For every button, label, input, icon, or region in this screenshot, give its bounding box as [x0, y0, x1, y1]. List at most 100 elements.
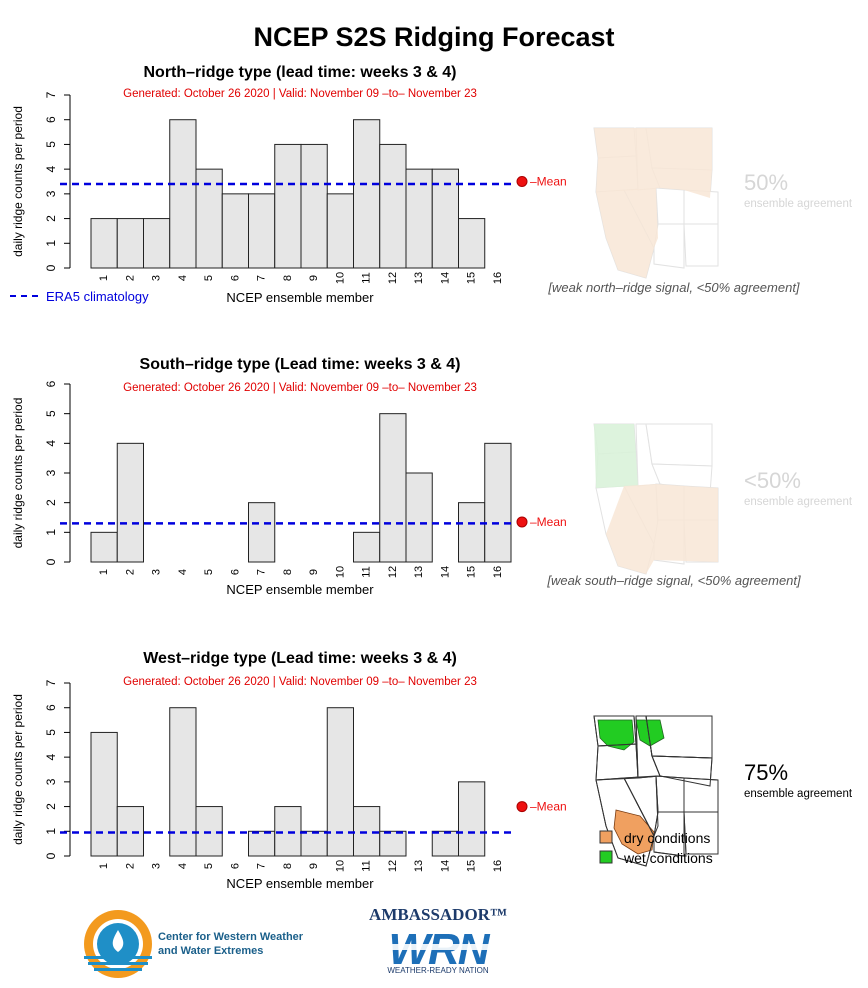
y-tick-label: 1: [44, 828, 58, 835]
bar-member-14: [431, 830, 459, 857]
cw3e-name-line2: and Water Extremes: [158, 945, 263, 957]
y-tick-label: 3: [44, 190, 58, 197]
page-title: NCEP S2S Ridging Forecast: [253, 22, 614, 52]
x-tick-label: 14: [439, 860, 451, 872]
western-us-map: [593, 423, 719, 575]
y-tick-label: 6: [44, 116, 58, 123]
water-drop-icon: [112, 930, 124, 952]
x-tick-label: 3: [151, 569, 163, 575]
x-tick-label: 16: [492, 272, 504, 284]
bar-member-2: [116, 806, 144, 857]
state-outline: [683, 777, 719, 813]
bar-member-12: [379, 143, 407, 269]
state-outline-overlay: [651, 755, 713, 787]
bar-member-7: [248, 502, 276, 563]
x-tick-label: 15: [466, 566, 478, 578]
x-tick-label: 11: [361, 272, 373, 283]
chart-panel-3: West–ridge type (Lead time: weeks 3 & 4)…: [11, 650, 853, 891]
y-axis-label: daily ridge counts per period: [11, 694, 25, 845]
x-tick-label: 8: [282, 275, 294, 281]
x-tick-label: 1: [98, 569, 110, 575]
dry-region-southern-california: [613, 809, 655, 855]
agreement-percent: 75%: [744, 760, 788, 785]
bar-member-2: [116, 442, 144, 563]
bar-member-11: [353, 531, 381, 563]
state-outline-overlay: [653, 811, 685, 857]
bar-member-15: [458, 218, 486, 269]
mean-label: –Mean: [530, 800, 567, 814]
chart-panel-2: South–ridge type (Lead time: weeks 3 & 4…: [11, 356, 853, 597]
x-tick-label: 11: [361, 566, 373, 577]
x-tick-label: 13: [413, 272, 425, 284]
signal-note: [weak north–ridge signal, <50% agreement…: [547, 280, 800, 295]
bar-member-11: [353, 119, 381, 269]
y-tick-label: 4: [44, 165, 58, 172]
x-tick-label: 6: [229, 863, 241, 869]
era5-legend: ERA5 climatology: [10, 289, 149, 304]
dry-swatch: [599, 830, 613, 844]
x-tick-label: 14: [439, 272, 451, 284]
x-tick-label: 6: [229, 569, 241, 575]
wet-label: wet conditions: [623, 850, 713, 866]
x-tick-label: 2: [124, 275, 136, 281]
y-tick-label: 6: [44, 704, 58, 711]
x-tick-label: 4: [177, 275, 189, 281]
x-tick-label: 5: [203, 569, 215, 575]
bar-member-4: [169, 119, 197, 269]
x-tick-label: 12: [387, 860, 399, 872]
bar-member-15: [458, 502, 486, 563]
chart-panels: North–ridge type (lead time: weeks 3 & 4…: [11, 64, 853, 891]
bar-member-1: [90, 531, 118, 563]
x-tick-label: 15: [466, 272, 478, 284]
cw3e-name-line1: Center for Western Weather: [158, 931, 304, 943]
wet-region-idaho-montana: [635, 719, 665, 747]
x-tick-label: 14: [439, 566, 451, 578]
dry-label: dry conditions: [624, 830, 710, 846]
y-tick-label: 2: [44, 499, 58, 506]
x-tick-label: 13: [413, 860, 425, 872]
state-outline: [655, 187, 685, 225]
chart-title: West–ridge type (Lead time: weeks 3 & 4): [143, 650, 457, 667]
state-outline: [655, 775, 685, 813]
x-tick-label: 15: [466, 860, 478, 872]
y-tick-label: 3: [44, 778, 58, 785]
y-tick-label: 6: [44, 380, 58, 387]
y-tick-label: 1: [44, 240, 58, 247]
x-tick-label: 5: [203, 275, 215, 281]
state-outline: [595, 743, 639, 781]
x-tick-label: 3: [151, 275, 163, 281]
condition-legend: dry conditions wet conditions: [599, 830, 713, 866]
ridge-region-north: [594, 128, 712, 198]
state-outline-overlay: [683, 811, 719, 855]
y-axis-label: daily ridge counts per period: [11, 106, 25, 257]
bar-member-3: [143, 218, 171, 269]
x-axis-label: NCEP ensemble member: [226, 582, 374, 597]
y-tick-label: 7: [44, 91, 58, 98]
x-tick-label: 9: [308, 275, 320, 281]
ambassador-label: AMBASSADOR™: [369, 905, 507, 924]
x-tick-label: 16: [492, 566, 504, 578]
x-tick-label: 9: [308, 569, 320, 575]
y-tick-label: 5: [44, 410, 58, 417]
x-tick-label: 8: [282, 863, 294, 869]
ridge-region-nv: [624, 188, 658, 248]
x-tick-label: 12: [387, 566, 399, 578]
x-tick-label: 8: [282, 569, 294, 575]
bar-member-13: [405, 472, 433, 563]
chart-subtitle: Generated: October 26 2020 | Valid: Nove…: [123, 382, 477, 394]
x-tick-label: 3: [151, 863, 163, 869]
x-tick-label: 16: [492, 860, 504, 872]
bar-member-2: [116, 218, 144, 269]
mean-label: –Mean: [530, 515, 567, 529]
y-tick-label: 0: [44, 558, 58, 565]
x-tick-label: 10: [334, 272, 346, 284]
chart-title: North–ridge type (lead time: weeks 3 & 4…: [144, 64, 457, 81]
era5-legend-label: ERA5 climatology: [46, 289, 149, 304]
bar-member-12: [379, 413, 407, 563]
state-outline-overlay: [623, 775, 659, 838]
x-axis-label: NCEP ensemble member: [226, 290, 374, 305]
wrn-ambassador-logo: AMBASSADOR™ WRN WEATHER-READY NATION: [369, 905, 507, 975]
western-us-map: [593, 715, 719, 867]
bar-member-9: [300, 830, 328, 857]
